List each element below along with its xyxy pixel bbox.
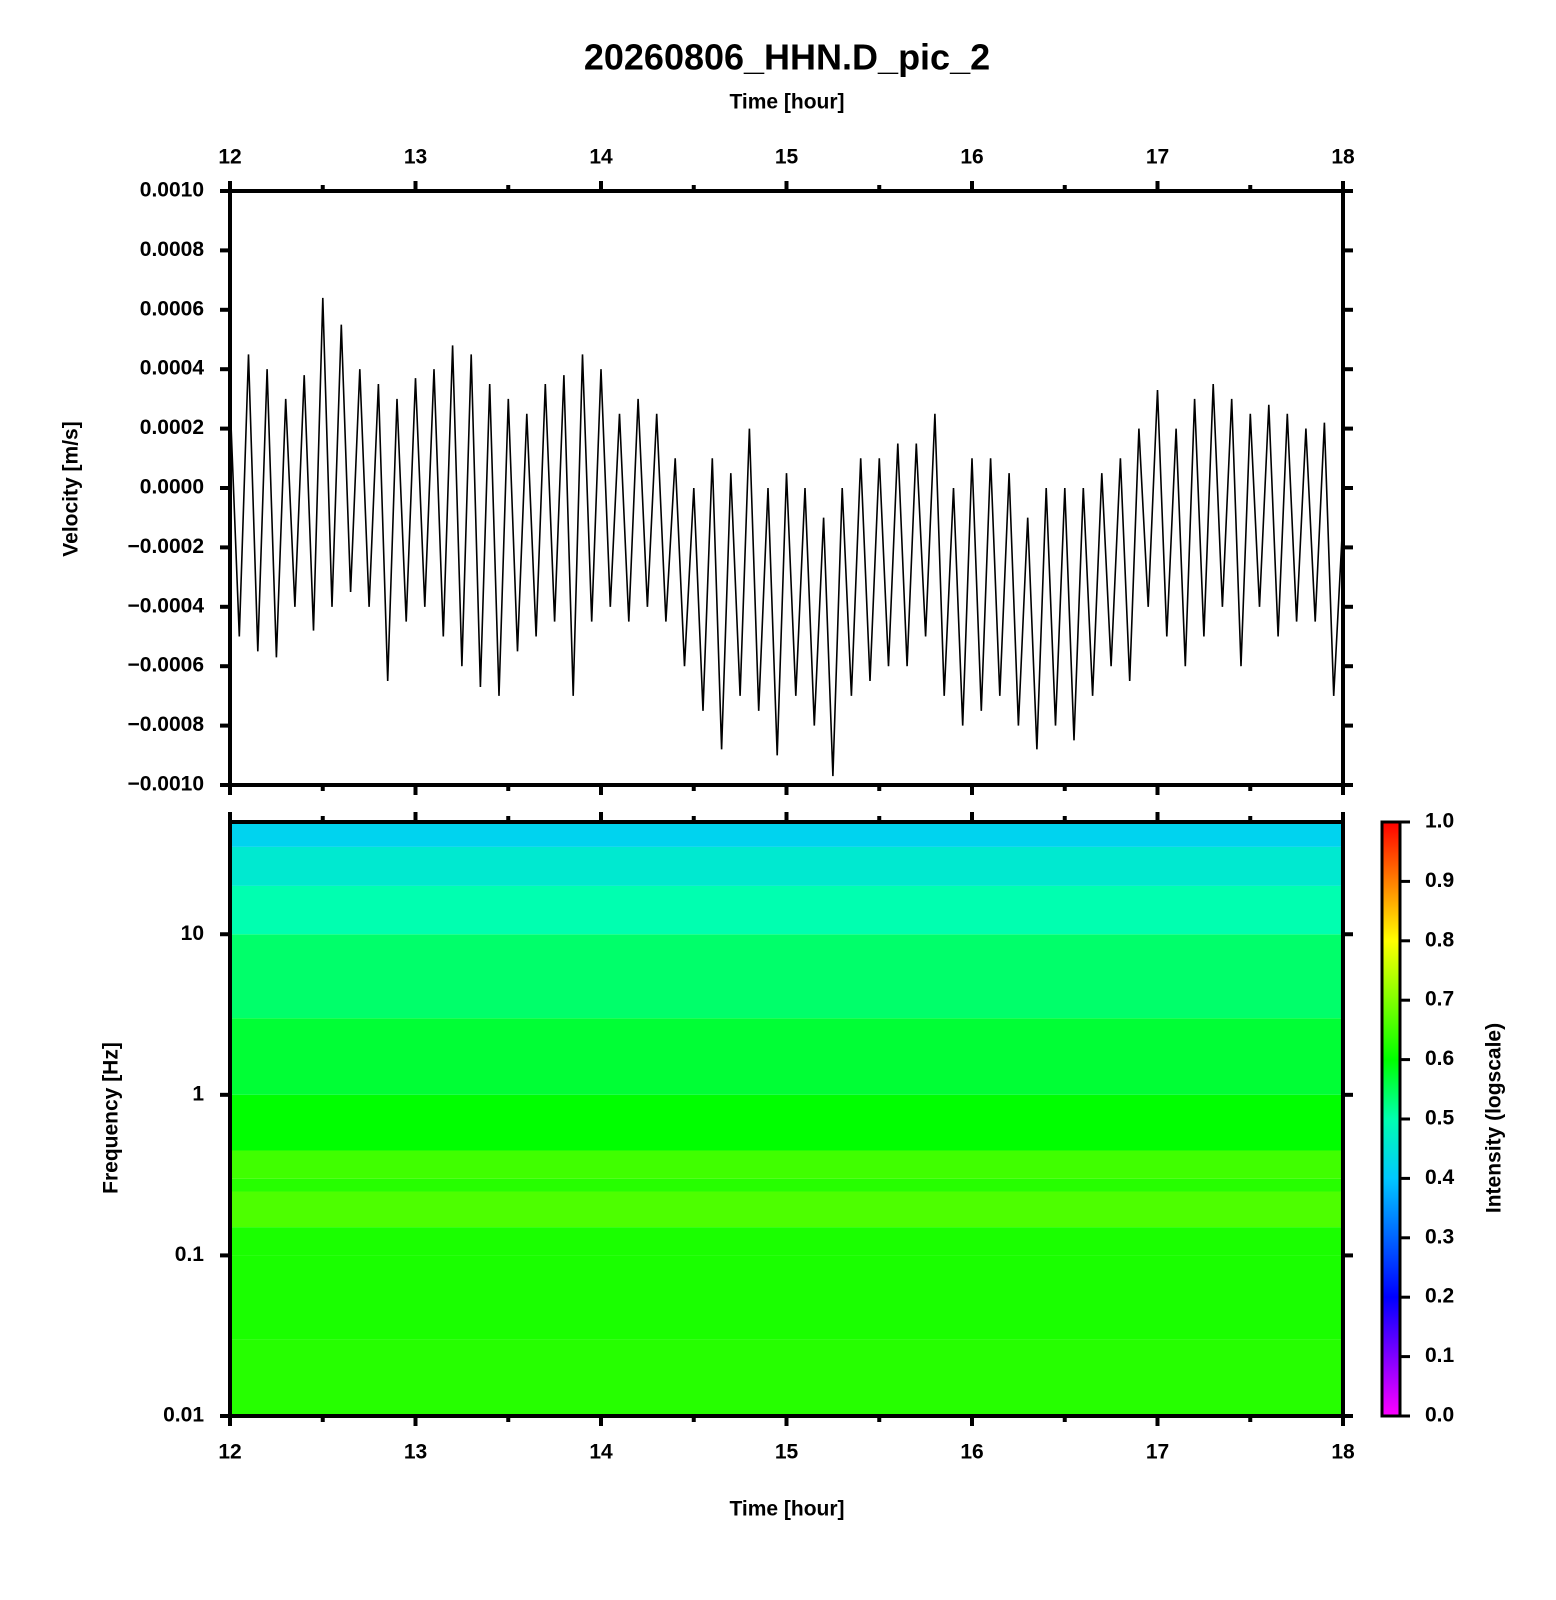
spectrogram-cell bbox=[230, 934, 1343, 1019]
x-tick-label: 13 bbox=[404, 1441, 427, 1464]
x-axis-title: Time [hour] bbox=[729, 1498, 844, 1521]
x-tick-label: 14 bbox=[589, 146, 613, 169]
y-tick-label: 1 bbox=[192, 1082, 204, 1105]
y-tick-label: −0.0010 bbox=[128, 773, 205, 796]
y-tick-label: 0.0000 bbox=[140, 476, 204, 499]
x-tick-label: 14 bbox=[589, 1441, 613, 1464]
x-axis-title-top: Time [hour] bbox=[729, 91, 844, 114]
colorbar-tick-label: 0.5 bbox=[1425, 1107, 1455, 1130]
x-tick-label: 12 bbox=[218, 146, 241, 169]
x-tick-label: 16 bbox=[960, 146, 983, 169]
colorbar-tick-label: 1.0 bbox=[1425, 810, 1454, 833]
spectrogram-cell bbox=[230, 1178, 1343, 1192]
x-tick-label: 13 bbox=[404, 146, 427, 169]
spectrogram-cell bbox=[230, 885, 1343, 935]
x-tick-label: 17 bbox=[1146, 1441, 1169, 1464]
spectrogram-cell bbox=[230, 1191, 1343, 1228]
colorbar-tick-label: 0.6 bbox=[1425, 1047, 1454, 1070]
spectrogram-cell bbox=[230, 1094, 1343, 1151]
y-tick-label: −0.0008 bbox=[128, 713, 205, 736]
colorbar-tick-label: 0.4 bbox=[1425, 1166, 1455, 1189]
spectrogram-cell bbox=[230, 822, 1343, 847]
y-axis-title: Frequency [Hz] bbox=[100, 1042, 123, 1194]
x-tick-label: 12 bbox=[218, 1441, 241, 1464]
y-tick-label: 0.0010 bbox=[140, 179, 204, 202]
spectrogram-cell bbox=[230, 1227, 1343, 1256]
y-tick-label: −0.0004 bbox=[128, 594, 205, 617]
spectrogram-cell bbox=[230, 1339, 1343, 1416]
colorbar-tick-label: 0.9 bbox=[1425, 869, 1454, 892]
x-tick-label: 15 bbox=[775, 146, 799, 169]
y-tick-label: 0.0006 bbox=[140, 297, 204, 320]
spectrogram-cell bbox=[230, 1255, 1343, 1340]
colorbar-tick-label: 0.7 bbox=[1425, 988, 1454, 1011]
chart-title: 20260806_HHN.D_pic_2 bbox=[584, 37, 990, 78]
colorbar-tick-label: 0.1 bbox=[1425, 1344, 1455, 1367]
colorbar-tick-label: 0.2 bbox=[1425, 1285, 1454, 1308]
spectrogram-cell bbox=[230, 1150, 1343, 1179]
x-tick-label: 17 bbox=[1146, 146, 1169, 169]
y-tick-label: 10 bbox=[181, 922, 204, 945]
waveform bbox=[229, 297, 1344, 777]
x-tick-label: 18 bbox=[1331, 146, 1355, 169]
colorbar-tick-label: 0.8 bbox=[1425, 928, 1455, 951]
spectrogram-cell bbox=[230, 1018, 1343, 1095]
x-tick-label: 18 bbox=[1331, 1441, 1355, 1464]
y-tick-label: 0.1 bbox=[175, 1243, 205, 1266]
colorbar-title: Intensity (logscale) bbox=[1483, 1023, 1506, 1213]
y-tick-label: −0.0002 bbox=[128, 535, 205, 558]
y-tick-label: 0.0008 bbox=[140, 238, 205, 261]
y-tick-label: 0.0002 bbox=[140, 416, 204, 439]
y-tick-label: 0.0004 bbox=[140, 357, 205, 380]
colorbar bbox=[1380, 820, 1402, 1418]
y-axis-title: Velocity [m/s] bbox=[60, 421, 83, 556]
spectrogram-cell bbox=[230, 846, 1343, 886]
x-tick-label: 15 bbox=[775, 1441, 799, 1464]
y-tick-label: −0.0006 bbox=[128, 654, 205, 677]
colorbar-tick-label: 0.3 bbox=[1425, 1225, 1454, 1248]
x-tick-label: 16 bbox=[960, 1441, 983, 1464]
y-tick-label: 0.01 bbox=[163, 1404, 204, 1427]
colorbar-tick-label: 0.0 bbox=[1425, 1404, 1454, 1427]
